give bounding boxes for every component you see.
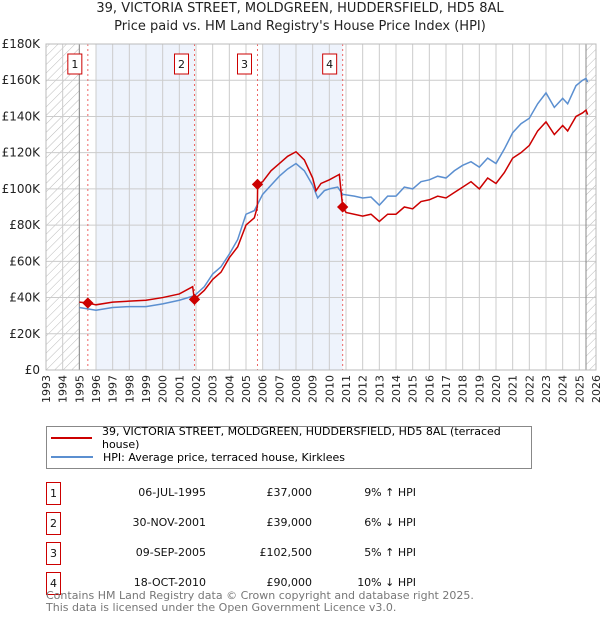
legend: 39, VICTORIA STREET, MOLDGREEN, HUDDERSF… xyxy=(46,425,532,469)
sale-label-box xyxy=(67,53,83,75)
y-tick-label: £100K xyxy=(2,182,42,196)
transaction-hpi-diff: 10% ↓ HPI xyxy=(357,576,416,589)
y-tick-label: £180K xyxy=(2,37,42,51)
legend-item-property: 39, VICTORIA STREET, MOLDGREEN, HUDDERSF… xyxy=(51,425,531,451)
x-tick-label: 2024 xyxy=(557,375,570,403)
y-tick-label: £120K xyxy=(2,146,42,160)
x-tick-label: 2014 xyxy=(390,375,403,403)
x-tick-label: 2013 xyxy=(373,375,386,403)
x-tick-label: 2016 xyxy=(423,375,436,403)
x-tick-label: 1999 xyxy=(140,375,153,403)
x-tick-label: 2008 xyxy=(290,375,303,403)
sale-label: 4 xyxy=(326,58,333,71)
x-tick-label: 2022 xyxy=(523,375,536,403)
x-tick-label: 1997 xyxy=(107,375,120,403)
x-tick-label: 2000 xyxy=(157,375,170,403)
sale-point xyxy=(337,201,349,213)
x-tick-label: 2021 xyxy=(507,375,520,403)
x-tick-label: 2010 xyxy=(323,375,336,403)
sale-point xyxy=(251,178,264,191)
sale-label: 2 xyxy=(178,58,185,71)
x-tick-label: 2015 xyxy=(407,375,420,403)
hatched-region-right xyxy=(586,44,596,370)
x-tick-label: 2019 xyxy=(473,375,486,403)
sale-label: 1 xyxy=(71,58,78,71)
x-tick-label: 2009 xyxy=(307,375,320,403)
transaction-hpi-diff: 5% ↑ HPI xyxy=(364,546,416,559)
transaction-price: £102,500 xyxy=(259,546,313,559)
sale-label-box xyxy=(237,53,252,75)
x-tick-label: 1998 xyxy=(123,375,136,403)
legend-label-hpi: HPI: Average price, terraced house, Kirk… xyxy=(103,450,346,464)
chart-title: 39, VICTORIA STREET, MOLDGREEN, HUDDERSF… xyxy=(96,1,504,16)
sale-label-box xyxy=(174,53,189,75)
x-tick-label: 2023 xyxy=(540,375,553,403)
legend-item-hpi: HPI: Average price, terraced house, Kirk… xyxy=(51,449,345,465)
chart-subtitle: Price paid vs. HM Land Registry's House … xyxy=(114,19,486,34)
x-tick-label: 2017 xyxy=(440,375,453,403)
x-tick-label: 2011 xyxy=(340,375,353,403)
transaction-marker: 4 xyxy=(46,572,61,595)
x-tick-label: 2012 xyxy=(357,375,370,403)
legend-label-property: 39, VICTORIA STREET, MOLDGREEN, HUDDERSF… xyxy=(101,425,501,451)
sale-label-box xyxy=(322,53,338,75)
x-tick-label: 1994 xyxy=(57,375,70,403)
y-tick-label: £160K xyxy=(2,73,42,87)
x-tick-label: 2007 xyxy=(273,375,286,403)
transaction-hpi-diff: 6% ↓ HPI xyxy=(364,516,416,529)
transaction-price: £39,000 xyxy=(266,516,313,529)
transaction-date: 06-JUL-1995 xyxy=(138,486,206,499)
x-tick-label: 2004 xyxy=(223,375,236,403)
x-tick-label: 1995 xyxy=(73,375,86,403)
transaction-price: £90,000 xyxy=(266,576,313,589)
plot-border xyxy=(45,43,597,371)
x-tick-label: 2020 xyxy=(490,375,503,403)
y-tick-label: £0 xyxy=(25,363,40,377)
transaction-price: £37,000 xyxy=(266,486,313,499)
x-tick-label: 2001 xyxy=(173,375,186,403)
transaction-marker: 2 xyxy=(46,512,61,535)
x-tick-label: 2003 xyxy=(207,375,220,403)
x-tick-label: 2006 xyxy=(257,375,270,403)
sale-label: 3 xyxy=(241,58,248,71)
legend-blue-line xyxy=(51,456,93,458)
x-tick-label: 1993 xyxy=(40,375,53,403)
y-tick-label: £60K xyxy=(9,254,41,268)
price-chart: 1993 1994 1995 1996 1997 1998 1999 2000 2001 2002… xyxy=(2,37,600,403)
y-tick-label: £140K xyxy=(2,109,42,123)
transaction-date: 30-NOV-2001 xyxy=(132,516,206,529)
footer-copyright: Contains HM Land Registry data © Crown c… xyxy=(46,589,474,602)
x-tick-label: 2005 xyxy=(240,375,253,403)
transaction-date: 18-OCT-2010 xyxy=(133,576,206,589)
x-tick-label: 1996 xyxy=(90,375,103,403)
sale-point xyxy=(188,293,201,306)
transaction-marker: 1 xyxy=(46,482,61,505)
legend-red-line xyxy=(51,437,92,439)
y-tick-label: £20K xyxy=(9,327,41,341)
x-tick-label: 2025 xyxy=(573,375,586,403)
transaction-date: 09-SEP-2005 xyxy=(135,546,206,559)
x-tick-label: 2002 xyxy=(190,375,203,403)
x-tick-label: 2026 xyxy=(590,375,600,403)
footer-licence: This data is licensed under the Open Gov… xyxy=(46,601,397,614)
y-tick-label: £40K xyxy=(9,291,41,305)
x-tick-label: 2018 xyxy=(457,375,470,403)
shaded-period xyxy=(262,44,343,370)
y-tick-label: £80K xyxy=(9,218,41,232)
transaction-marker: 3 xyxy=(46,542,61,565)
transaction-hpi-diff: 9% ↑ HPI xyxy=(364,486,416,499)
hpi-series-line xyxy=(79,77,589,311)
